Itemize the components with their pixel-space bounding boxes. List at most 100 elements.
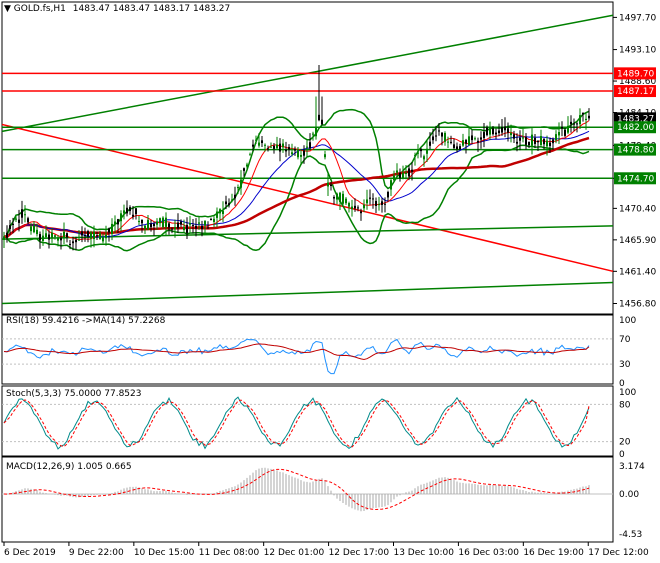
candle-body bbox=[297, 149, 299, 158]
candle-body bbox=[558, 132, 560, 136]
price-tag-box bbox=[614, 121, 656, 134]
candle-body bbox=[81, 231, 83, 236]
candle-body bbox=[186, 224, 188, 233]
candle-body bbox=[477, 140, 479, 143]
candle-body bbox=[225, 201, 227, 205]
collapse-triangle-icon[interactable]: ▼ bbox=[4, 4, 11, 14]
macd-label: MACD(12,26,9) 1.005 0.665 bbox=[6, 462, 132, 472]
candle-body bbox=[537, 140, 539, 143]
candle-body bbox=[30, 226, 32, 232]
candle-body bbox=[360, 211, 362, 214]
stoch-tick-label: 20 bbox=[619, 438, 631, 448]
ma-mid bbox=[3, 130, 590, 238]
time-tick-label: 11 Dec 08:00 bbox=[199, 548, 260, 558]
price-tag-label: 1482.00 bbox=[617, 123, 654, 133]
ma-fast bbox=[3, 120, 590, 241]
candle-body bbox=[465, 139, 467, 144]
candle-body bbox=[36, 229, 38, 235]
candle-body bbox=[357, 207, 359, 209]
candle-body bbox=[510, 133, 512, 136]
rsi-tick-label: 70 bbox=[619, 335, 631, 345]
time-tick-label: 6 Dec 2019 bbox=[4, 548, 56, 558]
candle-body bbox=[270, 146, 272, 148]
candle-body bbox=[402, 172, 404, 179]
price-tick-label: 1465.90 bbox=[619, 236, 656, 246]
candle-body bbox=[528, 141, 530, 146]
symbol-label: GOLD.fs,H1 bbox=[13, 4, 66, 14]
candle-body bbox=[582, 112, 584, 115]
candle-body bbox=[495, 132, 497, 135]
candle-body bbox=[159, 218, 161, 224]
candle-body bbox=[399, 172, 401, 178]
candle-body bbox=[141, 219, 143, 224]
candle-body bbox=[561, 127, 563, 129]
candle-body bbox=[486, 127, 488, 136]
candle-body bbox=[90, 232, 92, 239]
rsi-ma-line bbox=[3, 343, 590, 361]
candle-body bbox=[516, 141, 518, 144]
candle-body bbox=[120, 213, 122, 222]
price-tick-label: 1461.40 bbox=[619, 267, 656, 277]
candle-body bbox=[102, 237, 104, 242]
candle-body bbox=[96, 235, 98, 237]
candle-body bbox=[432, 136, 434, 141]
candle-body bbox=[231, 199, 233, 201]
candle-body bbox=[24, 214, 26, 216]
candle-body bbox=[108, 228, 110, 233]
candle-body bbox=[204, 221, 206, 226]
candle-body bbox=[321, 119, 323, 125]
ma-slow bbox=[3, 136, 590, 239]
price-tag-box bbox=[614, 143, 656, 156]
candle-body bbox=[492, 128, 494, 135]
candle-body bbox=[540, 136, 542, 146]
price-tag-label: 1489.70 bbox=[617, 69, 654, 79]
candle-body bbox=[39, 234, 41, 241]
rsi-line bbox=[3, 338, 590, 375]
candle-body bbox=[318, 114, 320, 121]
candle-body bbox=[498, 130, 500, 134]
candle-body bbox=[531, 134, 533, 146]
macd-pane: 3.174 0.00 -4.53 bbox=[2, 462, 645, 540]
price-tick-label: 1470.40 bbox=[619, 204, 656, 214]
price-tag-label: 1478.80 bbox=[617, 146, 654, 156]
candle-body bbox=[513, 134, 515, 139]
candle-body bbox=[201, 225, 203, 230]
candle-body bbox=[69, 243, 71, 245]
candle-body bbox=[348, 203, 350, 207]
candle-body bbox=[6, 232, 8, 238]
candle-body bbox=[315, 127, 317, 137]
candle-body bbox=[264, 144, 266, 146]
candle-body bbox=[390, 180, 392, 190]
candle-body bbox=[21, 209, 23, 218]
candle-body bbox=[408, 168, 410, 177]
candle-body bbox=[336, 193, 338, 200]
candle-body bbox=[393, 175, 395, 181]
stoch-pane: 100 80 20 0 bbox=[2, 388, 636, 460]
trendline-3 bbox=[1, 281, 614, 305]
candle-body bbox=[474, 138, 476, 140]
bollinger-upper bbox=[3, 108, 590, 238]
candle-body bbox=[384, 203, 386, 205]
candle-body bbox=[192, 225, 194, 227]
ohlc-low: 1483.17 bbox=[152, 4, 191, 14]
stoch-tick-label: 80 bbox=[619, 400, 631, 410]
rsi-tick-label: 100 bbox=[619, 316, 636, 326]
candle-body bbox=[417, 152, 419, 154]
price-tick-label: 1493.10 bbox=[619, 46, 656, 56]
candle-body bbox=[441, 132, 443, 137]
candle-body bbox=[555, 134, 557, 141]
candle-body bbox=[396, 170, 398, 173]
candle-body bbox=[480, 137, 482, 140]
candle-body bbox=[252, 144, 254, 147]
candle-body bbox=[543, 138, 545, 145]
macd-tick-label: 3.174 bbox=[619, 462, 645, 472]
candle-body bbox=[132, 214, 134, 217]
candle-body bbox=[570, 121, 572, 125]
rsi-tick-label: 0 bbox=[619, 379, 625, 389]
candle-body bbox=[363, 204, 365, 209]
candle-body bbox=[309, 142, 311, 149]
candle-body bbox=[114, 221, 116, 225]
candle-body bbox=[588, 115, 590, 119]
candle-body bbox=[162, 217, 164, 227]
